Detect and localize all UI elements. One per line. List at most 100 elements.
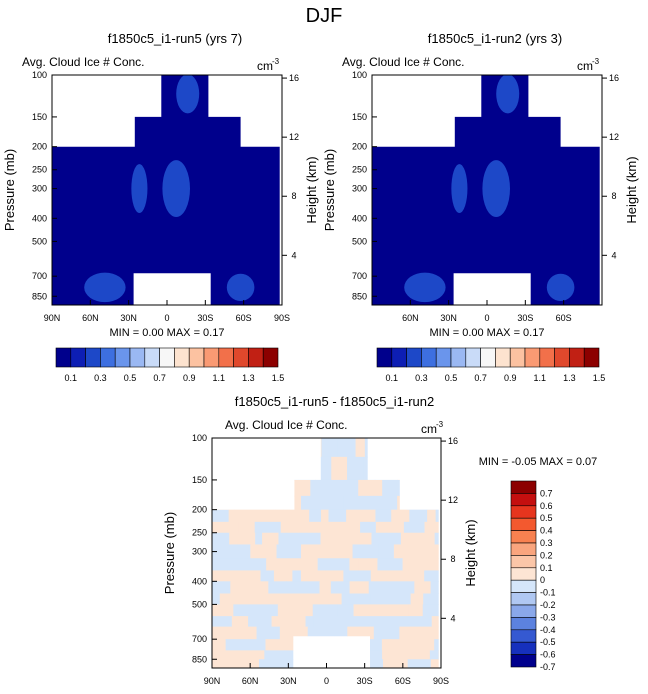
colorbar-label: 0.2	[540, 550, 553, 560]
units-exponent: -3	[436, 420, 444, 429]
field-cell	[268, 581, 287, 595]
field-cell	[256, 616, 273, 628]
colorbar-label: 0.3	[415, 373, 428, 383]
field-cell	[430, 659, 439, 668]
colorbar-label: 0.5	[124, 373, 137, 383]
y-tick-label: 400	[352, 213, 367, 223]
field-cell	[247, 639, 267, 651]
field-cell	[390, 593, 412, 605]
field-cell	[414, 581, 432, 595]
field-cell	[356, 639, 383, 651]
field-cell	[239, 438, 249, 458]
field-cell	[389, 558, 404, 571]
field-cell	[366, 479, 383, 497]
x-tick-label: 30N	[280, 676, 297, 686]
field-cell	[320, 532, 332, 545]
field-cell	[438, 650, 439, 660]
colorbar-swatch	[450, 347, 467, 368]
x-tick-label: 60N	[402, 313, 419, 323]
x-tick-label: 60S	[556, 313, 572, 323]
colorbar-swatch	[510, 480, 537, 494]
field-cell	[322, 593, 343, 605]
field-cell	[284, 650, 297, 660]
field-cell	[225, 639, 234, 651]
colorbar-label: 0.7	[540, 488, 553, 498]
field-contour	[404, 272, 446, 303]
field-cell	[305, 616, 315, 628]
colorbar-swatch	[144, 347, 160, 368]
colorbar-swatch	[203, 347, 220, 368]
field-cell	[362, 495, 374, 511]
field-contour	[84, 272, 126, 303]
colorbar-label: 0.3	[540, 538, 553, 548]
field-cell	[402, 558, 430, 571]
field-cell	[313, 616, 338, 628]
units-exponent: -3	[592, 57, 600, 66]
field-cell	[277, 479, 299, 497]
field-cell	[399, 626, 415, 640]
panel-title: f1850c5_i1-run2 (yrs 3)	[428, 31, 562, 46]
field-cell	[254, 521, 282, 534]
colorbar-swatch	[233, 347, 249, 368]
field-cell	[301, 544, 317, 559]
y-tick-label: 100	[32, 70, 47, 80]
y-tick-label: 400	[192, 576, 207, 586]
field-cell	[358, 558, 378, 571]
field-cell	[407, 659, 432, 668]
field-contour	[546, 273, 575, 302]
colorbar-swatch	[376, 347, 393, 368]
min-max-label: MIN = -0.05 MAX = 0.07	[479, 456, 598, 468]
field-cell	[330, 581, 351, 595]
field-cell	[309, 509, 322, 523]
colorbar-swatch	[480, 347, 496, 368]
field-cell	[276, 544, 285, 559]
colorbar-swatch	[510, 592, 537, 606]
field-cell	[336, 544, 354, 559]
colorbar-swatch	[510, 654, 537, 668]
field-cell	[354, 650, 383, 660]
panel-run5: f1850c5_i1-run5 (yrs 7) Avg. Cloud Ice # …	[2, 31, 319, 339]
height-tick-label: 16	[448, 436, 458, 446]
field-cell	[413, 626, 425, 640]
field-cell	[294, 604, 314, 617]
field-cell	[275, 495, 284, 511]
field-cell	[311, 438, 322, 458]
field-cell	[314, 639, 326, 651]
field-cell	[212, 456, 222, 481]
units-exponent: -3	[272, 57, 280, 66]
field-cell	[277, 604, 296, 617]
field-cell	[435, 509, 439, 523]
field-area	[212, 438, 439, 668]
panel-run2: f1850c5_i1-run2 (yrs 3) Avg. Cloud Ice # …	[322, 31, 639, 339]
height-tick-label: 16	[289, 73, 299, 83]
field-cell	[429, 650, 439, 660]
field-cell	[341, 558, 350, 571]
field-cell	[401, 479, 411, 497]
colorbar-swatch	[510, 517, 537, 531]
field-cell	[247, 438, 276, 458]
y-axis-label-right: Height (km)	[304, 156, 319, 223]
field-cell	[349, 581, 370, 595]
field-cell	[386, 438, 398, 458]
colorbar-swatch	[510, 505, 537, 519]
colorbar-swatch	[495, 347, 511, 368]
colorbar-swatch	[583, 347, 600, 368]
y-axis-label-right: Height (km)	[624, 156, 639, 223]
field-contour	[176, 75, 200, 114]
field-cell	[235, 593, 264, 605]
units-label: cm	[257, 59, 273, 73]
colorbar-swatch	[129, 347, 146, 368]
field-cell	[212, 639, 227, 651]
field-cell	[233, 495, 256, 511]
field-cell	[341, 593, 372, 605]
field-cell	[241, 626, 258, 640]
field-cell	[233, 604, 263, 617]
field-cell	[431, 616, 439, 628]
y-tick-label: 150	[192, 475, 207, 485]
field-cell	[266, 456, 289, 481]
field-cell	[417, 544, 439, 559]
field-cell	[272, 593, 299, 605]
field-cell	[378, 544, 395, 559]
y-tick-label: 500	[32, 236, 47, 246]
y-tick-label: 100	[352, 70, 367, 80]
